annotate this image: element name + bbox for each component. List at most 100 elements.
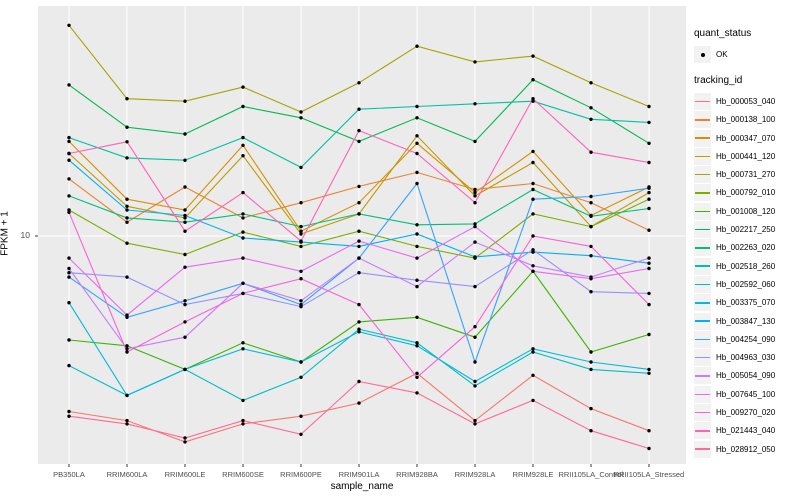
data-point: [125, 350, 129, 354]
data-point: [183, 320, 187, 324]
data-point: [241, 190, 245, 195]
data-point: [183, 302, 187, 307]
data-point: [531, 160, 535, 165]
data-point: [183, 99, 187, 103]
data-point: [589, 224, 593, 229]
x-tick-label: RRIM928BA: [396, 470, 438, 479]
key-line-glyph: [695, 192, 710, 194]
key-line-glyph: [695, 302, 710, 304]
legend-entry: Hb_002263_020: [694, 239, 800, 257]
data-point: [531, 78, 535, 82]
data-point: [241, 256, 245, 260]
data-point: [357, 239, 361, 243]
legend-entry-label: Hb_000138_100: [716, 115, 776, 125]
data-point: [589, 254, 593, 258]
data-point: [67, 363, 71, 368]
data-point: [473, 422, 477, 426]
data-point: [647, 256, 651, 260]
legend-entry-label: Hb_000792_010: [716, 188, 776, 198]
legend-key-line-icon: [694, 239, 711, 257]
legend-entry: Hb_007645_100: [694, 385, 800, 403]
data-point: [473, 201, 477, 205]
data-point: [241, 347, 245, 351]
data-point: [299, 165, 303, 170]
data-point: [241, 291, 245, 296]
x-tick-label: RRIM928LE: [513, 470, 554, 479]
data-point: [473, 222, 477, 226]
data-point: [241, 143, 245, 147]
data-point: [473, 187, 477, 192]
data-point: [473, 102, 477, 106]
data-point: [589, 350, 593, 354]
legend-key-line-icon: [694, 440, 711, 458]
data-point: [415, 104, 419, 109]
data-point: [125, 204, 129, 208]
data-point: [531, 264, 535, 268]
data-point: [241, 154, 245, 158]
data-point: [415, 244, 419, 249]
x-tick-label: RRII105LA_Stressed: [614, 470, 684, 479]
data-point: [647, 160, 651, 165]
legend-quant-status-title: quant_status: [694, 28, 752, 39]
legend-entry: Hb_000731_270: [694, 166, 800, 184]
data-point: [125, 97, 129, 101]
y-tick-label: 10: [20, 230, 30, 240]
data-point: [415, 134, 419, 138]
data-point: [647, 332, 651, 337]
data-point: [299, 277, 303, 281]
data-point: [241, 236, 245, 240]
data-point: [299, 116, 303, 120]
data-point: [415, 44, 419, 48]
key-line-glyph: [695, 283, 710, 286]
data-point: [67, 151, 71, 156]
legend-entry-label: Hb_004254_090: [716, 334, 776, 344]
legend-key-line-icon: [694, 257, 711, 275]
data-point: [125, 418, 129, 423]
data-point: [125, 347, 129, 351]
legend: quant_status OK tracking_id Hb_000053_04…: [694, 28, 800, 459]
legend-key-line-icon: [694, 221, 711, 239]
data-point: [647, 141, 651, 145]
data-point: [183, 208, 187, 212]
legend-key-line-icon: [694, 294, 711, 312]
data-point: [531, 187, 535, 192]
legend-key-line-icon: [694, 184, 711, 202]
legend-entry-label: Hb_003847_130: [716, 316, 776, 326]
data-point: [589, 201, 593, 205]
data-point: [241, 281, 245, 285]
data-point: [357, 401, 361, 405]
data-point: [241, 85, 245, 89]
data-point: [183, 213, 187, 218]
x-tick-label: RRIM600PE: [280, 470, 322, 479]
data-point: [589, 214, 593, 218]
legend-entry: Hb_004963_030: [694, 349, 800, 367]
x-tick-label: RRIM600LE: [165, 470, 206, 479]
data-point: [473, 224, 477, 229]
data-point: [183, 367, 187, 372]
legend-entry: Hb_001008_120: [694, 202, 800, 220]
data-point: [125, 220, 129, 224]
data-point: [183, 265, 187, 269]
data-point: [241, 135, 245, 140]
data-point: [241, 398, 245, 403]
key-line-glyph: [695, 320, 710, 322]
data-point: [241, 216, 245, 220]
data-point: [299, 432, 303, 436]
data-point: [589, 429, 593, 433]
data-point: [241, 341, 245, 345]
data-point: [357, 212, 361, 216]
data-point: [647, 120, 651, 125]
legend-entry-label: Hb_000053_040: [716, 97, 776, 106]
legend-entry-label: Hb_000347_070: [716, 133, 776, 143]
data-point: [589, 277, 593, 281]
data-point: [589, 150, 593, 154]
x-tick-label: RRIM901LA: [339, 470, 380, 479]
data-point: [647, 429, 651, 433]
data-point: [473, 255, 477, 259]
data-point: [647, 228, 651, 232]
data-point: [647, 104, 651, 109]
data-point: [589, 106, 593, 110]
data-point: [299, 224, 303, 229]
key-line-glyph: [695, 411, 710, 414]
data-point: [183, 252, 187, 257]
